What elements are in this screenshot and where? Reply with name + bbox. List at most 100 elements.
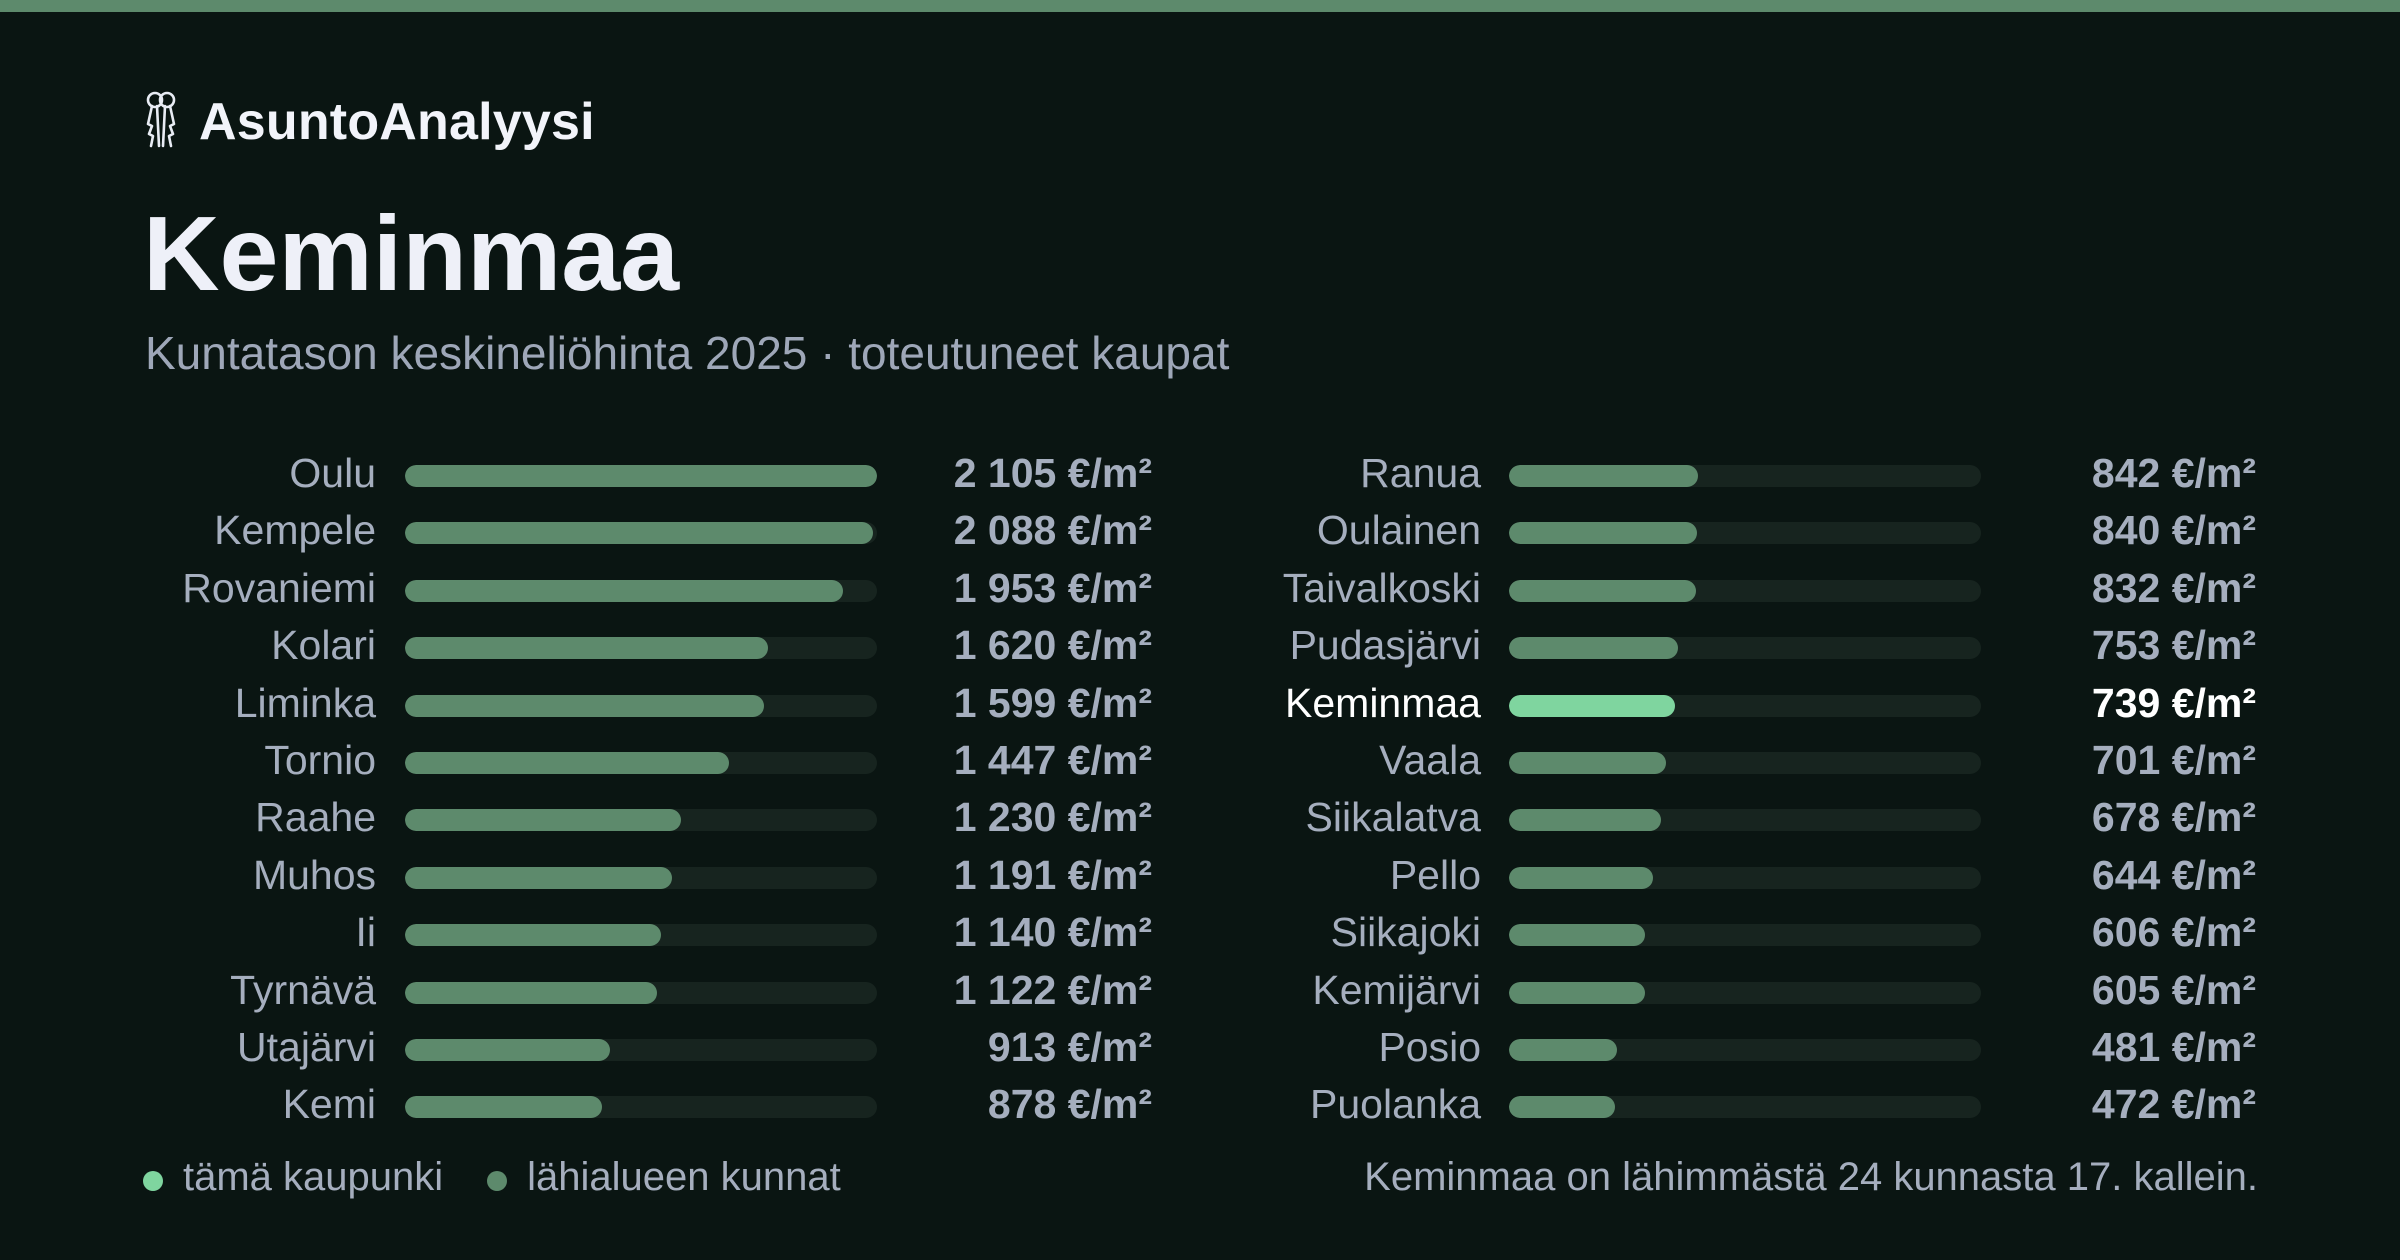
bar	[1509, 866, 1654, 889]
bar-track	[405, 694, 877, 717]
bar-track	[405, 809, 877, 832]
bar-label: Keminmaa	[1285, 679, 1481, 726]
bar-value: 1 191 €/m²	[953, 851, 1152, 898]
bar-value: 2 105 €/m²	[953, 450, 1152, 496]
bar-label: Kolari	[271, 622, 376, 669]
bar-row: Siikajoki 606 €/m²	[0, 907, 2400, 964]
bar	[1509, 465, 1698, 487]
bar-value: 606 €/m²	[2091, 909, 2256, 956]
bar-track	[1509, 981, 1981, 1004]
bar-track	[405, 465, 877, 487]
legend: tämä kaupunki lähialueen kunnat	[143, 1155, 885, 1200]
bar-value: 1 122 €/m²	[953, 966, 1152, 1013]
bar-track	[1509, 866, 1981, 889]
bar	[1509, 1096, 1615, 1119]
bar-row: Ii 1 140 €/m²	[0, 907, 2400, 964]
bar	[1509, 1039, 1617, 1061]
bar-row: Kemi 878 €/m²	[0, 1079, 2400, 1136]
bar-value: 644 €/m²	[2091, 851, 2256, 898]
bar-label: Vaala	[1379, 737, 1481, 783]
bar-row: Taivalkoski 832 €/m²	[0, 563, 2400, 620]
bar	[1509, 522, 1698, 545]
bar-row: Rovaniemi 1 953 €/m²	[0, 563, 2400, 620]
bar-label: Siikalatva	[1305, 794, 1481, 841]
page-subtitle: Kuntatason keskineliöhinta 2025 · toteut…	[145, 327, 1230, 379]
bar-label: Puolanka	[1310, 1081, 1481, 1128]
bar-track	[1509, 924, 1981, 947]
bar-row: Posio 481 €/m²	[0, 1022, 2400, 1079]
bar-row: Liminka 1 599 €/m²	[0, 678, 2400, 735]
ranking-note: Keminmaa on lähimmästä 24 kunnasta 17. k…	[1364, 1155, 2258, 1199]
bar-value: 753 €/m²	[2091, 622, 2256, 669]
bar-label: Kemi	[282, 1081, 376, 1128]
bar-row: Siikalatva 678 €/m²	[0, 792, 2400, 849]
bar-value: 472 €/m²	[2091, 1081, 2256, 1128]
bar-row: Oulainen 840 €/m²	[0, 505, 2400, 562]
legend-dot-nearby	[487, 1170, 508, 1191]
bar-row: Raahe 1 230 €/m²	[0, 792, 2400, 849]
bar-track	[405, 637, 877, 660]
legend-label-this-city: tämä kaupunki	[183, 1155, 444, 1199]
bar-value: 678 €/m²	[2091, 794, 2256, 841]
bar-label: Ii	[355, 909, 377, 956]
bar-value: 739 €/m²	[2091, 679, 2256, 726]
bar-label: Pudasjärvi	[1289, 622, 1481, 669]
bar-track	[1509, 809, 1981, 832]
bar-row: Kemijärvi 605 €/m²	[0, 965, 2400, 1022]
bar	[1509, 809, 1662, 832]
brand-name: AsuntoAnalyysi	[199, 93, 595, 151]
bar-value: 605 €/m²	[2091, 966, 2256, 1013]
bar-value: 1 447 €/m²	[953, 737, 1152, 783]
bar-row: Keminmaa 739 €/m²	[0, 678, 2400, 735]
bar-label: Oulainen	[1316, 507, 1481, 554]
bar-label: Raahe	[255, 794, 376, 841]
bar-label: Posio	[1378, 1024, 1481, 1070]
bar	[1509, 637, 1678, 660]
bar-label: Utajärvi	[237, 1024, 376, 1070]
bar-row: Kolari 1 620 €/m²	[0, 620, 2400, 677]
bar	[405, 809, 681, 832]
bar	[405, 924, 661, 947]
bar-track	[405, 579, 877, 602]
bar-label: Tyrnävä	[230, 966, 376, 1013]
bar-label: Tornio	[264, 737, 376, 783]
bar	[405, 465, 877, 487]
bar-label: Rovaniemi	[182, 564, 376, 611]
bar-value: 1 620 €/m²	[953, 622, 1152, 669]
bar-track	[405, 981, 877, 1004]
bar	[405, 637, 769, 660]
bar	[405, 866, 673, 889]
bar-track	[1509, 522, 1981, 545]
bar-row: Pudasjärvi 753 €/m²	[0, 620, 2400, 677]
bar-track	[1509, 1096, 1981, 1119]
legend-label-nearby: lähialueen kunnat	[527, 1155, 841, 1199]
bar-row: Muhos 1 191 €/m²	[0, 850, 2400, 907]
bar-row: Vaala 701 €/m²	[0, 735, 2400, 792]
legend-dot-this-city	[143, 1170, 163, 1191]
bar-row: Utajärvi 913 €/m²	[0, 1022, 2400, 1079]
bar-value: 481 €/m²	[2091, 1024, 2256, 1070]
bar-label: Siikajoki	[1330, 909, 1481, 956]
bar	[405, 579, 843, 602]
bar	[405, 694, 764, 717]
bar-value: 1 230 €/m²	[953, 794, 1152, 841]
bar-track	[1509, 752, 1981, 774]
page-title: Keminmaa	[143, 195, 680, 313]
bar-value: 842 €/m²	[2091, 450, 2256, 496]
bar-label: Oulu	[289, 450, 376, 496]
bar-track	[1509, 579, 1981, 602]
bar	[1509, 981, 1645, 1004]
bar-value: 1 599 €/m²	[953, 679, 1152, 726]
bar-value: 1 953 €/m²	[953, 564, 1152, 611]
bar-label: Muhos	[252, 851, 376, 898]
bar-track	[1509, 465, 1981, 487]
bar	[1509, 694, 1675, 717]
bar-value: 2 088 €/m²	[953, 507, 1152, 554]
bar-label: Kemijärvi	[1312, 966, 1481, 1013]
legend-item-nearby: lähialueen kunnat	[487, 1155, 841, 1200]
bar	[405, 522, 874, 545]
bar-track	[1509, 694, 1981, 717]
bar	[405, 981, 657, 1004]
legend-item-this-city: tämä kaupunki	[143, 1155, 443, 1200]
bar-track	[1509, 1039, 1981, 1061]
